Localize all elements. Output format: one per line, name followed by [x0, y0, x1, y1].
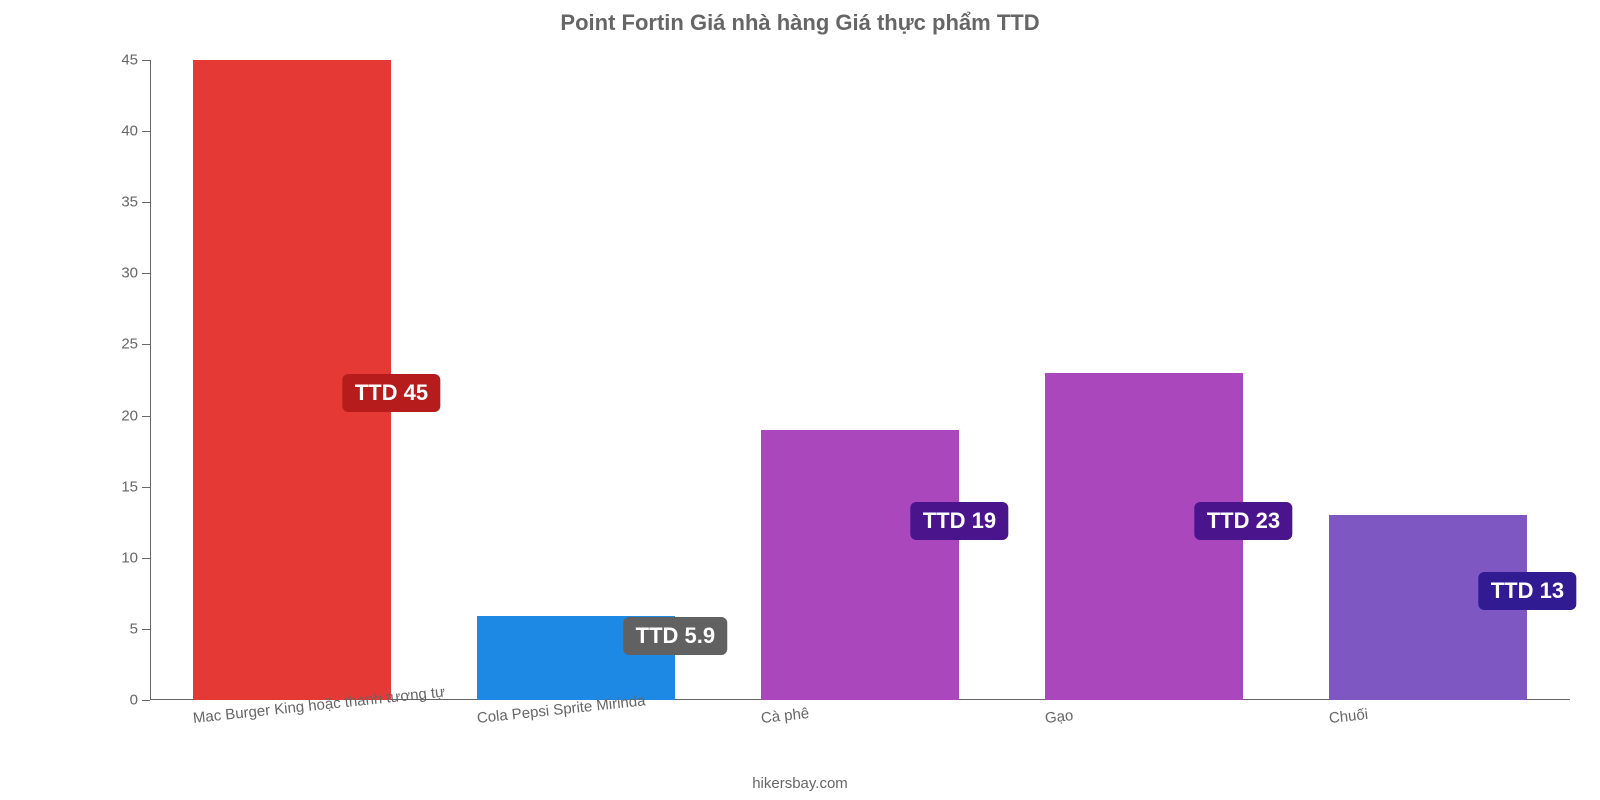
- y-tick-label: 20: [121, 407, 150, 424]
- chart-title: Point Fortin Giá nhà hàng Giá thực phẩm …: [0, 10, 1600, 36]
- bar: [761, 430, 960, 700]
- plot-area: 051015202530354045TTD 45Mac Burger King …: [150, 60, 1570, 700]
- y-tick-label: 15: [121, 478, 150, 495]
- y-tick-label: 35: [121, 194, 150, 211]
- bar-value-label: TTD 13: [1479, 572, 1576, 610]
- bar-value-label: TTD 23: [1195, 502, 1292, 540]
- y-tick-label: 40: [121, 123, 150, 140]
- y-tick-label: 30: [121, 265, 150, 282]
- y-tick-label: 0: [130, 692, 150, 709]
- x-category-label: Gạo: [1044, 707, 1074, 727]
- y-tick-label: 45: [121, 52, 150, 69]
- y-tick-label: 10: [121, 549, 150, 566]
- chart-footer: hikersbay.com: [0, 775, 1600, 792]
- x-category-label: Cà phê: [760, 705, 810, 727]
- x-category-label: Chuối: [1328, 706, 1369, 727]
- chart-container: Point Fortin Giá nhà hàng Giá thực phẩm …: [0, 0, 1600, 800]
- y-tick-label: 25: [121, 336, 150, 353]
- bar-value-label: TTD 19: [911, 502, 1008, 540]
- y-tick-label: 5: [130, 620, 150, 637]
- bar-value-label: TTD 45: [343, 374, 440, 412]
- bar-value-label: TTD 5.9: [624, 617, 727, 655]
- y-axis-line: [150, 60, 151, 700]
